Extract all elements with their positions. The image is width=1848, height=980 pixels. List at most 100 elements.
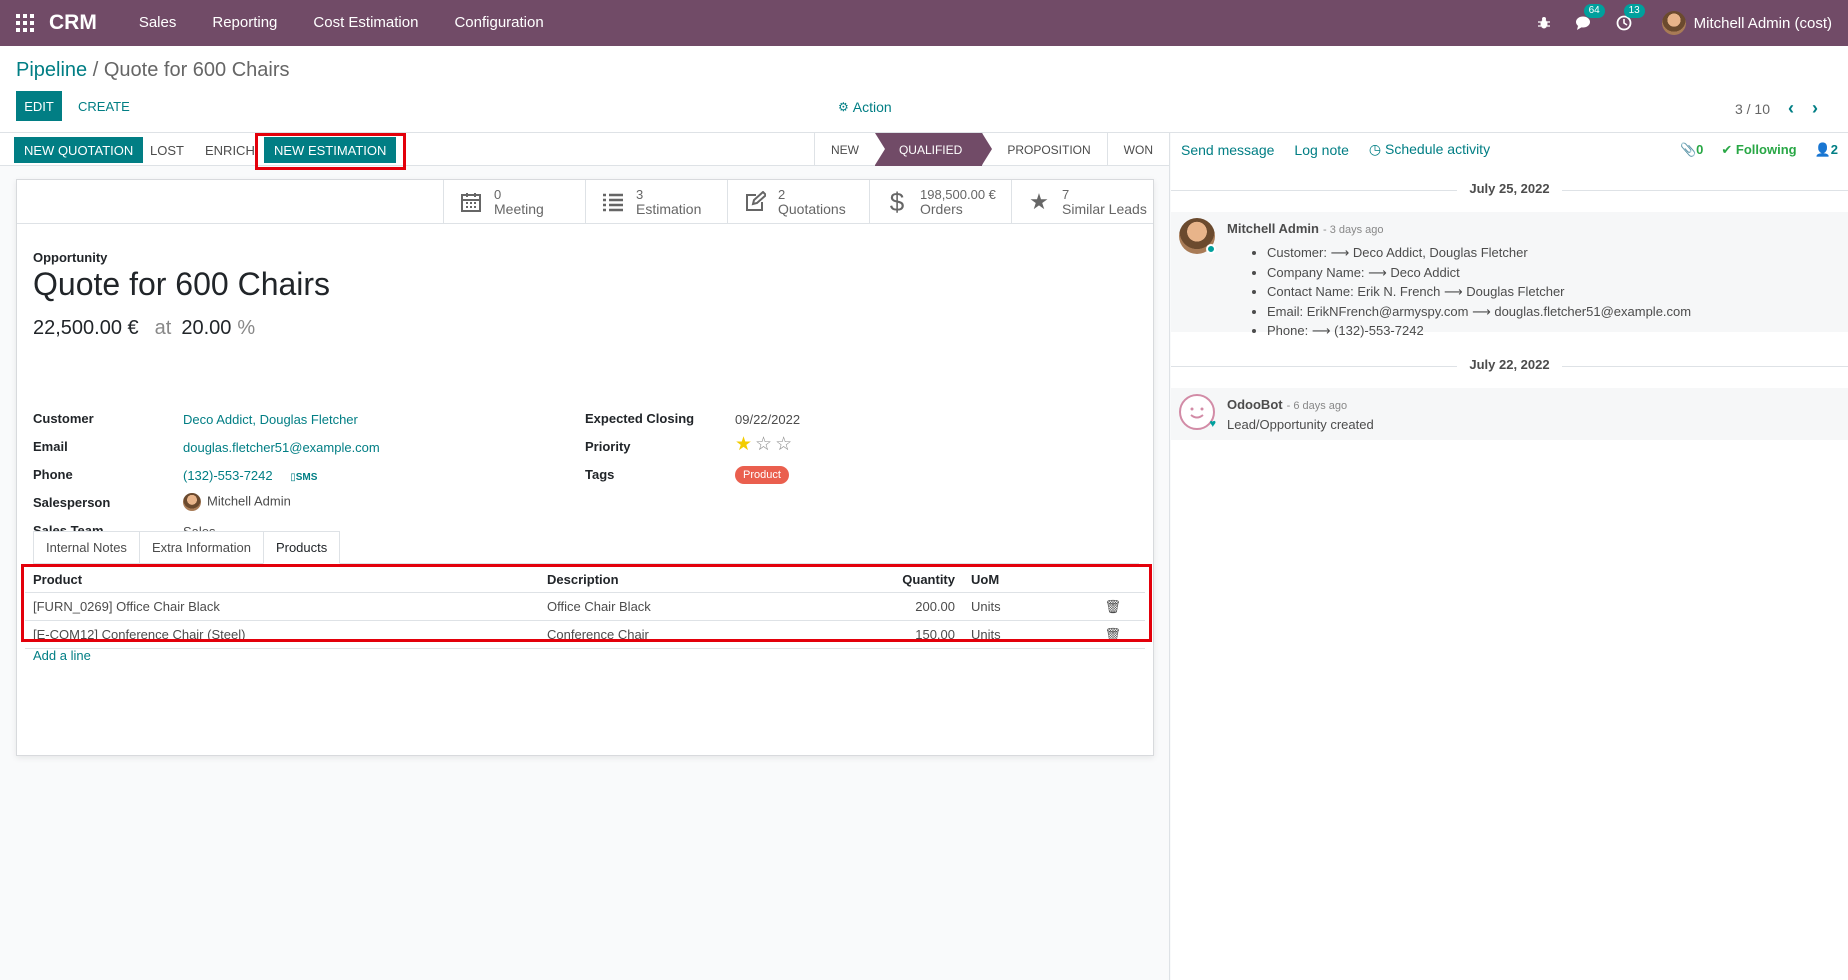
expected-closing-value[interactable]: 09/22/2022 [735, 412, 801, 427]
action-menu-button[interactable]: ⚙ Action [838, 99, 892, 115]
phone-value[interactable]: (132)-553-7242 [183, 468, 273, 483]
phone-label: Phone [33, 467, 73, 482]
new-quotation-button[interactable]: NEW QUOTATION [14, 137, 144, 163]
quotations-label: Quotations [778, 201, 846, 217]
similar-leads-smart-button[interactable]: ★ 7 Similar Leads [1011, 180, 1153, 224]
cell-product[interactable]: [E-COM12] Conference Chair (Steel) [33, 627, 246, 642]
orders-amount: 198,500.00 € [920, 187, 996, 202]
cell-uom[interactable]: Units [971, 627, 1001, 642]
log-note-button[interactable]: Log note [1294, 141, 1349, 158]
cell-quantity[interactable]: 200.00 [915, 599, 955, 614]
attachments-count: 0 [1696, 141, 1704, 157]
list-item: Contact Name: Erik N. French ⟶ Douglas F… [1267, 282, 1691, 302]
menu-configuration[interactable]: Configuration [454, 14, 544, 31]
menu-reporting[interactable]: Reporting [212, 14, 278, 31]
message-body: Lead/Opportunity created [1227, 417, 1374, 432]
activities-clock-icon[interactable]: 13 [1614, 4, 1645, 33]
chevron-right-icon[interactable]: › [1812, 98, 1818, 118]
priority-star-2-icon[interactable]: ☆ [755, 434, 773, 455]
estimation-smart-button[interactable]: 3 Estimation [585, 180, 727, 224]
lost-button[interactable]: LOST [150, 142, 184, 158]
message-time: - 6 days ago [1286, 400, 1348, 412]
quotations-count: 2 [778, 187, 786, 202]
table-row[interactable]: [E-COM12] Conference Chair (Steel) Confe… [25, 621, 1145, 649]
list-item: Company Name: ⟶ Deco Addict [1267, 263, 1691, 283]
author-avatar[interactable] [1179, 218, 1216, 254]
messages-icon[interactable]: 64 [1574, 4, 1605, 33]
check-icon: ✔ [1721, 141, 1736, 157]
tag-product[interactable]: Product [735, 466, 789, 484]
following-label: Following [1735, 141, 1797, 157]
user-menu[interactable]: Mitchell Admin (cost) [1661, 11, 1832, 35]
activities-badge: 13 [1623, 4, 1645, 18]
tags-label: Tags [585, 467, 615, 482]
header-quantity[interactable]: Quantity [902, 572, 955, 587]
bug-icon[interactable] [1534, 13, 1554, 33]
create-button[interactable]: CREATE [72, 91, 136, 121]
quotations-smart-button[interactable]: 2 Quotations [727, 180, 869, 224]
app-brand[interactable]: CRM [49, 11, 97, 34]
user-icon: 👤 [1814, 141, 1831, 157]
message-author[interactable]: Mitchell Admin [1227, 221, 1319, 236]
salesperson-field[interactable]: Mitchell Admin [183, 493, 291, 511]
tab-extra-information[interactable]: Extra Information [138, 531, 264, 564]
schedule-activity-button[interactable]: ◷ Schedule activity [1369, 141, 1490, 158]
phone-field: (132)-553-7242 ▯SMS [183, 468, 317, 483]
probability-value[interactable]: 20.00 [181, 317, 232, 339]
chevron-left-icon[interactable]: ‹ [1788, 98, 1794, 118]
sms-button[interactable]: ▯SMS [290, 472, 317, 483]
cell-uom[interactable]: Units [971, 599, 1001, 614]
cell-product[interactable]: [FURN_0269] Office Chair Black [33, 599, 220, 614]
mobile-icon: ▯ [290, 472, 296, 483]
list-item: Customer: ⟶ Deco Addict, Douglas Fletche… [1267, 243, 1691, 263]
odoobot-avatar[interactable]: ♥ [1179, 394, 1216, 430]
followers-button[interactable]: 👤2 [1815, 142, 1838, 158]
apps-menu-icon[interactable] [15, 13, 35, 33]
cell-description[interactable]: Office Chair Black [547, 599, 651, 614]
pager-value[interactable]: 3 / 10 [1734, 100, 1770, 117]
user-name: Mitchell Admin (cost) [1693, 14, 1832, 32]
tags-field[interactable]: Product [735, 466, 789, 484]
opportunity-title[interactable]: Quote for 600 Chairs [33, 266, 331, 302]
header-description[interactable]: Description [547, 572, 619, 587]
header-product[interactable]: Product [33, 572, 83, 587]
send-message-button[interactable]: Send message [1181, 141, 1275, 158]
message-author[interactable]: OdooBot [1227, 397, 1283, 412]
trash-icon[interactable]: 🗑 [1104, 598, 1121, 614]
priority-star-3-icon[interactable]: ☆ [775, 434, 793, 455]
priority-star-1-icon[interactable]: ★ [735, 434, 753, 455]
new-estimation-button[interactable]: NEW ESTIMATION [264, 137, 397, 163]
products-table: Product Description Quantity UoM [FURN_0… [25, 567, 1145, 649]
table-row[interactable]: [FURN_0269] Office Chair Black Office Ch… [25, 593, 1145, 621]
priority-label: Priority [585, 439, 631, 454]
cell-description[interactable]: Conference Chair [547, 627, 649, 642]
schedule-activity-label: Schedule activity [1385, 141, 1491, 157]
heart-icon: ♥ [1209, 418, 1216, 430]
orders-smart-button[interactable]: $ 198,500.00 € Orders [869, 180, 1011, 224]
trash-icon[interactable]: 🗑 [1104, 626, 1121, 642]
edit-button[interactable]: EDIT [16, 91, 62, 121]
stage-qualified[interactable]: QUALIFIED [874, 133, 993, 166]
following-button[interactable]: ✔ Following [1721, 142, 1796, 158]
header-uom[interactable]: UoM [971, 572, 1000, 587]
breadcrumb-pipeline[interactable]: Pipeline [16, 59, 88, 81]
enrich-button[interactable]: ENRICH [205, 142, 255, 158]
opportunity-type-label: Opportunity [33, 250, 108, 265]
meeting-smart-button[interactable]: 0 Meeting [443, 180, 585, 224]
tab-internal-notes[interactable]: Internal Notes [33, 531, 140, 564]
stage-new[interactable]: NEW [813, 133, 875, 166]
expected-revenue[interactable]: 22,500.00 € [33, 317, 139, 339]
message-time: - 3 days ago [1322, 224, 1384, 236]
cell-quantity[interactable]: 150.00 [915, 627, 955, 642]
list-icon [600, 192, 626, 212]
customer-value[interactable]: Deco Addict, Douglas Fletcher [183, 412, 358, 427]
stage-won[interactable]: WON [1106, 133, 1169, 166]
add-line-link[interactable]: Add a line [33, 648, 91, 663]
attachments-button[interactable]: 📎0 [1680, 142, 1703, 158]
email-value[interactable]: douglas.fletcher51@example.com [183, 440, 380, 455]
form-view: NEW QUOTATION LOST ENRICH NEW ESTIMATION… [0, 133, 1170, 980]
menu-sales[interactable]: Sales [138, 14, 177, 31]
tab-products[interactable]: Products [262, 531, 341, 564]
menu-cost-estimation[interactable]: Cost Estimation [313, 14, 419, 31]
stage-proposition[interactable]: PROPOSITION [982, 133, 1106, 166]
